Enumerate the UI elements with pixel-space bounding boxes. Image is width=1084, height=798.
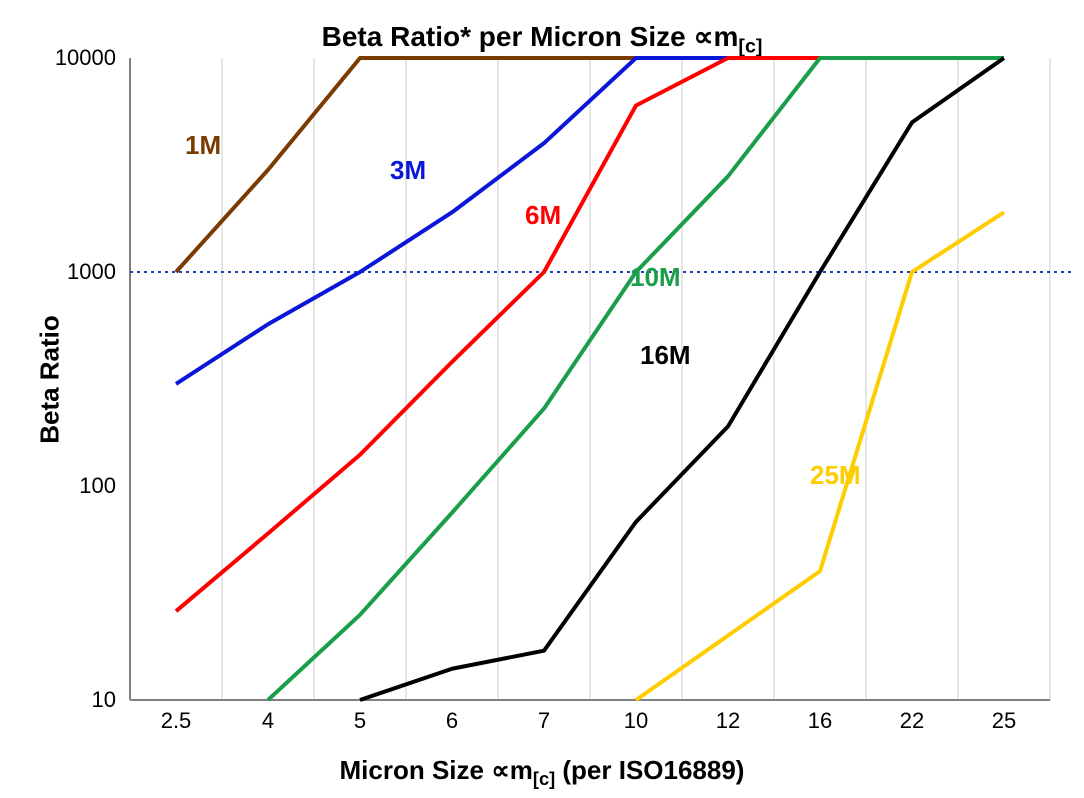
- y-tick: 10: [0, 687, 116, 713]
- x-tick: 16: [780, 708, 860, 734]
- x-tick: 7: [504, 708, 584, 734]
- x-tick: 10: [596, 708, 676, 734]
- plot-area: [0, 0, 1084, 798]
- x-tick: 5: [320, 708, 400, 734]
- beta-ratio-chart: Beta Ratio* per Micron Size ∝m[c] Beta R…: [0, 0, 1084, 798]
- series-label-1M: 1M: [185, 130, 221, 161]
- series-label-16M: 16M: [640, 340, 691, 371]
- x-tick: 25: [964, 708, 1044, 734]
- series-label-6M: 6M: [525, 200, 561, 231]
- series-label-3M: 3M: [390, 155, 426, 186]
- y-tick: 1000: [0, 259, 116, 285]
- x-tick: 4: [228, 708, 308, 734]
- x-tick: 2.5: [136, 708, 216, 734]
- series-label-10M: 10M: [630, 262, 681, 293]
- x-tick: 6: [412, 708, 492, 734]
- y-tick: 10000: [0, 45, 116, 71]
- series-line-25M: [636, 212, 1004, 700]
- y-tick: 100: [0, 473, 116, 499]
- series-label-25M: 25M: [810, 460, 861, 491]
- x-tick: 22: [872, 708, 952, 734]
- x-tick: 12: [688, 708, 768, 734]
